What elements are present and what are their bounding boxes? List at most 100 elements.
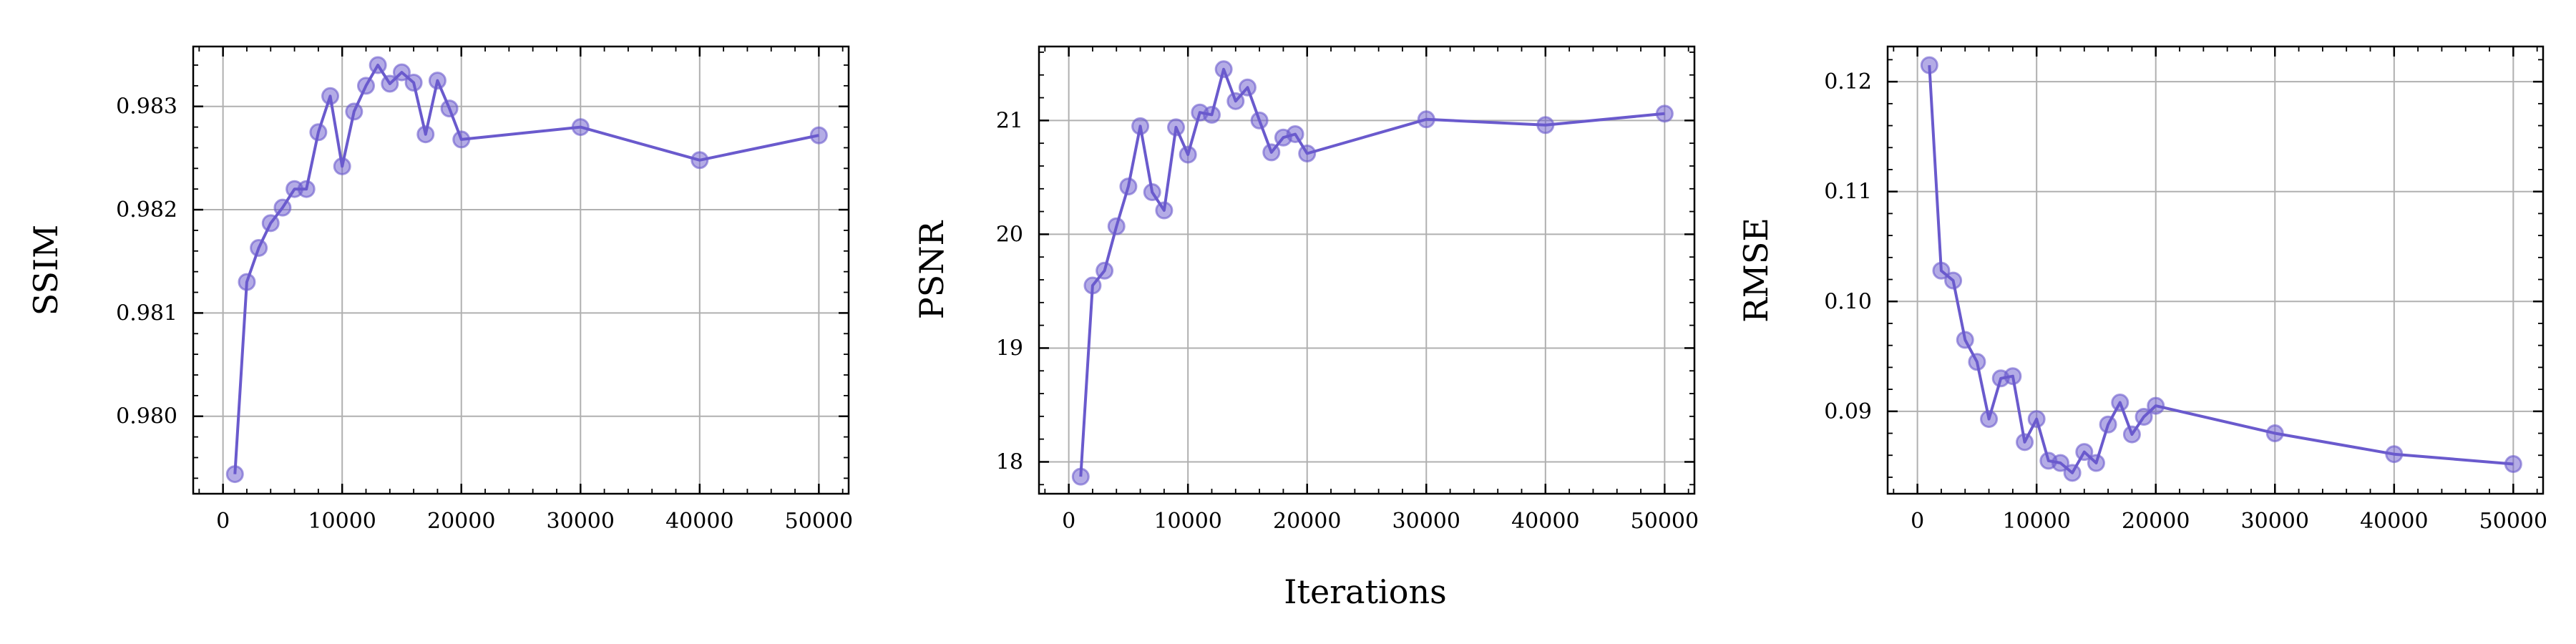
data-point xyxy=(1250,111,1269,130)
data-point xyxy=(321,87,340,105)
data-point xyxy=(1071,467,1090,486)
chart-panel-rmse: 0 10000 20000 30000 40000 50000 0.09 0.10 0.11 0.… xyxy=(1737,45,2547,534)
data-point xyxy=(392,63,411,82)
data-point xyxy=(1262,143,1281,162)
data-point xyxy=(2504,455,2522,474)
data-point xyxy=(2087,454,2105,472)
data-point xyxy=(1968,353,1986,371)
y-tick-label: 0.980 xyxy=(116,404,177,429)
x-tick-label: 10000 xyxy=(1153,509,1221,534)
y-tick-label: 0.981 xyxy=(116,301,177,326)
y-tick-label: 0.12 xyxy=(1824,69,1872,94)
data-point xyxy=(369,56,387,74)
x-tick-label: 0 xyxy=(1062,509,1075,534)
y-axis-label: PSNR xyxy=(912,220,951,319)
data-point xyxy=(356,77,375,95)
x-tick-label: 0 xyxy=(1911,509,1924,534)
data-point xyxy=(1202,105,1221,124)
y-tick-label: 20 xyxy=(996,222,1023,247)
data-point xyxy=(1107,217,1126,235)
data-point xyxy=(2016,433,2034,452)
x-tick-label: 50000 xyxy=(2479,509,2547,534)
y-tick-label: 18 xyxy=(996,449,1023,474)
data-point xyxy=(1238,78,1257,97)
data-point xyxy=(691,151,709,170)
x-tick-label: 10000 xyxy=(308,509,376,534)
x-tick-label: 40000 xyxy=(2360,509,2428,534)
data-point xyxy=(2099,415,2117,434)
data-point xyxy=(2385,445,2404,464)
data-point xyxy=(1417,110,1435,129)
data-point xyxy=(452,130,471,149)
data-point xyxy=(416,125,435,144)
data-point xyxy=(1167,118,1186,137)
x-tick-label: 20000 xyxy=(1273,509,1341,534)
data-point xyxy=(1155,201,1174,220)
data-point xyxy=(1920,56,1938,74)
data-point xyxy=(2147,396,2165,415)
data-point xyxy=(1179,145,1197,164)
data-point xyxy=(404,74,423,92)
x-tick-label: 10000 xyxy=(2002,509,2070,534)
x-tick-label: 0 xyxy=(216,509,230,534)
data-point xyxy=(1131,117,1150,135)
data-point xyxy=(1286,125,1304,143)
data-point xyxy=(297,180,316,198)
y-tick-label: 0.10 xyxy=(1824,289,1872,314)
x-tick-label: 20000 xyxy=(427,509,495,534)
x-tick-label: 30000 xyxy=(2241,509,2309,534)
data-point xyxy=(1226,92,1245,110)
x-tick-label: 40000 xyxy=(1511,509,1579,534)
data-point xyxy=(1214,60,1233,79)
data-point xyxy=(309,123,328,142)
data-point xyxy=(333,157,351,175)
plot-frame xyxy=(192,45,850,495)
data-point xyxy=(1143,183,1161,202)
y-tick-label: 0.983 xyxy=(116,94,177,119)
data-point xyxy=(571,118,590,137)
x-tick-label: 40000 xyxy=(665,509,733,534)
data-point xyxy=(1655,104,1674,123)
data-point xyxy=(2265,424,2284,443)
chart-panel-ssim: 0 10000 20000 30000 40000 50000 0.980 0.981 0.98… xyxy=(26,45,853,534)
y-tick-label: 0.11 xyxy=(1824,180,1872,205)
data-point xyxy=(1944,271,1963,290)
data-point xyxy=(238,273,256,291)
y-tick-label: 19 xyxy=(996,336,1023,361)
x-tick-label: 50000 xyxy=(1631,509,1699,534)
plot-frame xyxy=(1038,45,1696,495)
y-axis-label: RMSE xyxy=(1737,218,1775,323)
data-point xyxy=(1096,261,1114,280)
data-point xyxy=(273,198,292,217)
chart-panel-psnr: 0 10000 20000 30000 40000 50000 18 19 20 21 PSNR xyxy=(912,45,1699,534)
data-point xyxy=(1980,410,1999,429)
data-point xyxy=(1083,276,1102,295)
data-point xyxy=(428,72,447,90)
y-axis-label: SSIM xyxy=(26,225,65,316)
data-point xyxy=(381,74,399,93)
data-point xyxy=(1119,177,1138,196)
data-point xyxy=(1956,331,1974,349)
data-point xyxy=(440,99,459,118)
data-point xyxy=(1932,261,1951,280)
x-tick-label: 50000 xyxy=(785,509,853,534)
y-tick-label: 21 xyxy=(996,108,1023,133)
data-point xyxy=(2135,408,2153,426)
data-point xyxy=(2004,367,2022,386)
x-tick-label: 20000 xyxy=(2122,509,2190,534)
data-point xyxy=(2063,464,2082,482)
x-tick-label: 30000 xyxy=(1392,509,1460,534)
data-point xyxy=(250,238,268,257)
data-point xyxy=(2075,443,2094,462)
data-point xyxy=(809,126,828,145)
data-point xyxy=(261,214,280,233)
data-point xyxy=(1536,116,1555,135)
x-axis-label: Iterations xyxy=(1284,572,1446,611)
data-point xyxy=(345,102,364,121)
data-point xyxy=(225,465,244,484)
y-tick-label: 0.09 xyxy=(1824,399,1872,424)
data-point xyxy=(2111,394,2129,412)
data-point xyxy=(2027,410,2046,429)
data-point xyxy=(2122,425,2141,444)
